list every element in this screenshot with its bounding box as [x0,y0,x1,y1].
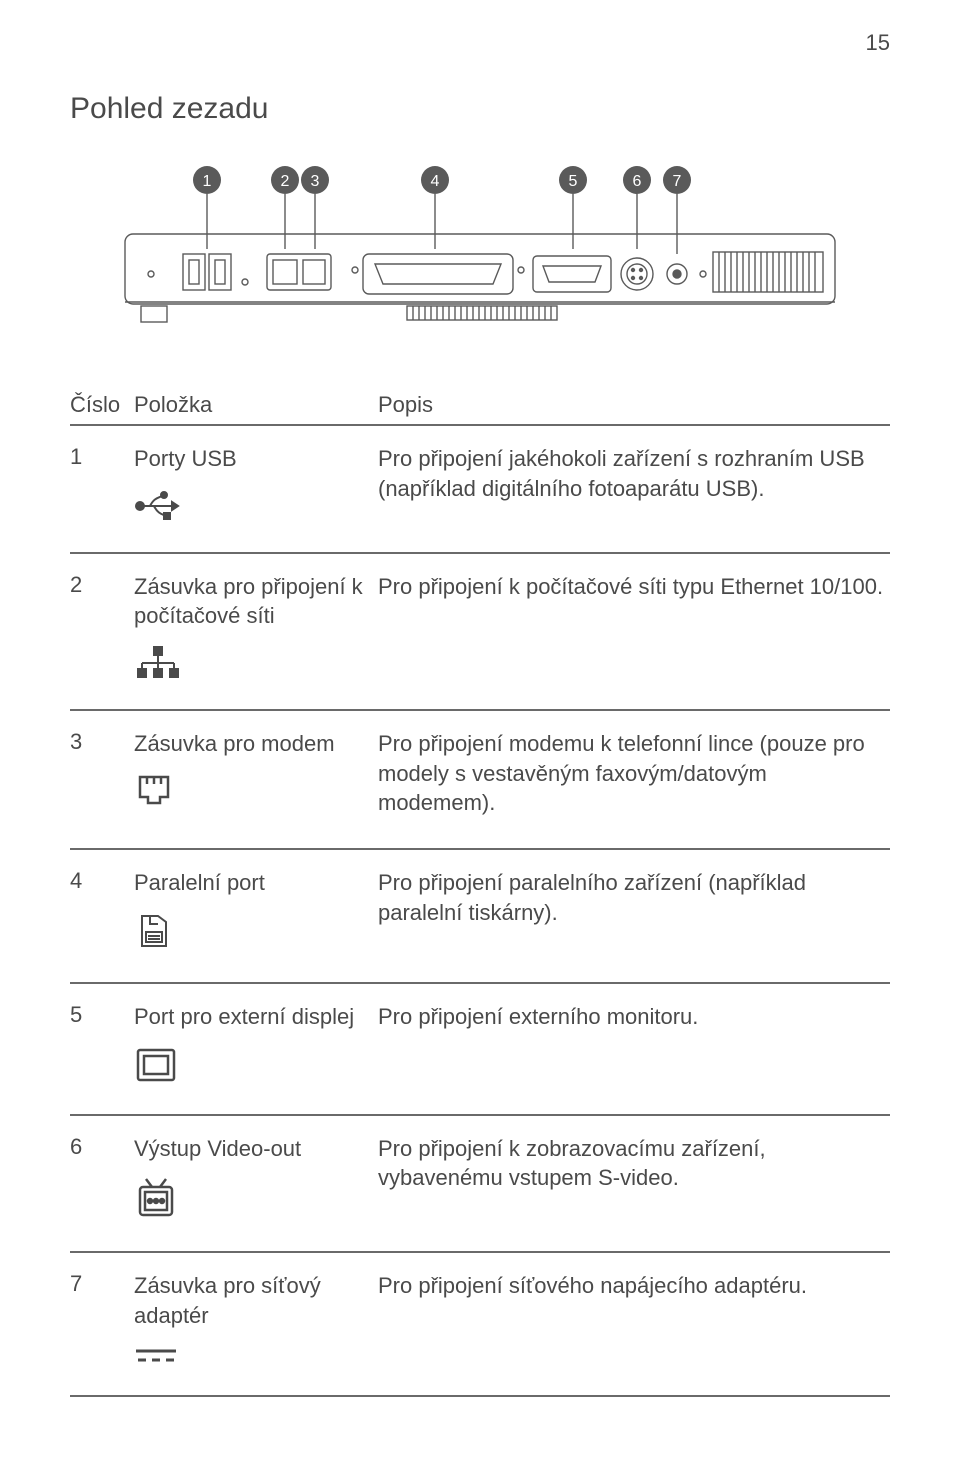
row-description: Pro připojení paralelního zařízení (např… [378,868,890,952]
table-row: 3 Zásuvka pro modem Pro připojení modemu… [70,711,890,850]
row-number: 2 [70,572,126,679]
row-description: Pro připojení k zobrazovacímu zařízení, … [378,1134,890,1222]
table-row: 1 Porty USB Pro připojení jakéhokoli zař… [70,426,890,554]
row-item-label: Výstup Video-out [134,1134,370,1164]
section-title: Pohled zezadu [70,92,890,126]
header-item: Položka [134,392,370,418]
row-number: 7 [70,1271,126,1364]
header-num: Číslo [70,392,126,418]
row-item-label: Zásuvka pro připojení k počítačové síti [134,572,370,631]
svg-text:4: 4 [431,173,440,190]
row-description: Pro připojení modemu k telefonní lince (… [378,729,890,818]
header-desc: Popis [378,392,890,418]
row-item-label: Port pro externí displej [134,1002,370,1032]
row-description: Pro připojení jakéhokoli zařízení s rozh… [378,444,890,522]
modem-icon [134,773,370,809]
row-number: 1 [70,444,126,522]
power-icon [134,1345,370,1365]
row-description: Pro připojení externího monitoru. [378,1002,890,1084]
svg-text:7: 7 [673,173,682,190]
row-number: 3 [70,729,126,818]
page-number: 15 [70,30,890,56]
display-icon [134,1046,370,1084]
svideo-icon [134,1177,370,1221]
row-description: Pro připojení síťového napájecího adapté… [378,1271,890,1364]
table-row: 2 Zásuvka pro připojení k počítačové sít… [70,554,890,711]
rear-view-diagram: 1 2 3 4 5 6 7 [70,154,890,344]
svg-text:6: 6 [633,173,642,190]
row-number: 4 [70,868,126,952]
row-item-label: Paralelní port [134,868,370,898]
row-item-label: Porty USB [134,444,370,474]
table-row: 4 Paralelní port Pro připojení paralelní… [70,850,890,984]
ethernet-icon [134,645,370,679]
row-number: 5 [70,1002,126,1084]
row-number: 6 [70,1134,126,1222]
row-item-label: Zásuvka pro síťový adaptér [134,1271,370,1330]
table-header: Číslo Položka Popis [70,392,890,426]
svg-text:5: 5 [569,173,578,190]
row-item-label: Zásuvka pro modem [134,729,370,759]
usb-icon [134,488,370,522]
table-row: 6 Výstup Video-out Pro připojení k zobra… [70,1116,890,1254]
row-description: Pro připojení k počítačové síti typu Eth… [378,572,890,679]
parallel-icon [134,912,370,952]
svg-text:1: 1 [203,173,212,190]
table-row: 7 Zásuvka pro síťový adaptér Pro připoje… [70,1253,890,1396]
table-row: 5 Port pro externí displej Pro připojení… [70,984,890,1116]
svg-text:2: 2 [281,173,290,190]
svg-text:3: 3 [311,173,320,190]
